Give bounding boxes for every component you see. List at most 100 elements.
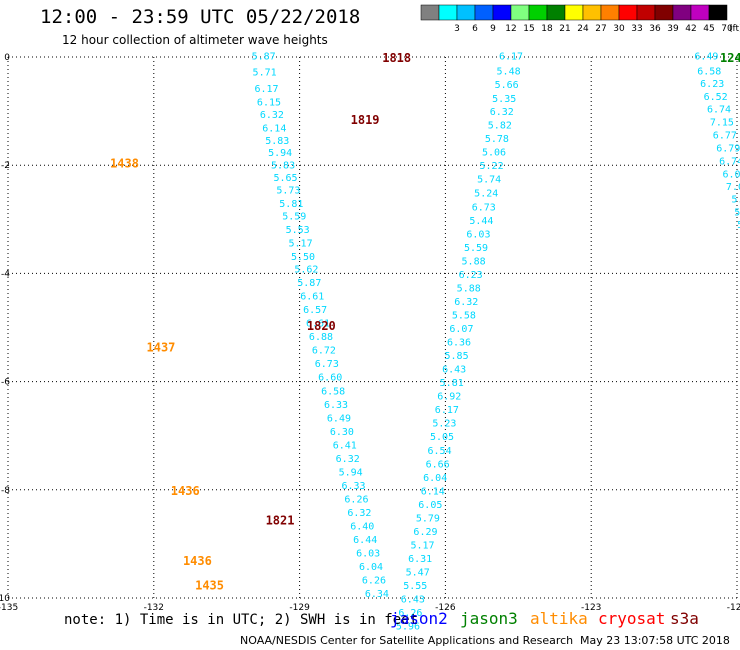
legend-label: 15 (523, 24, 534, 34)
chart-title: 12:00 - 23:59 UTC 05/22/2018 (40, 6, 361, 28)
wave-height-point: 6.04 (359, 562, 383, 573)
satellite-label-altika: altika (530, 609, 588, 628)
wave-height-point: 5.22 (480, 161, 504, 172)
pass-time-label: 124 (720, 51, 740, 65)
wave-height-point: 5.82 (488, 121, 512, 132)
wave-height-point: 6.43 (401, 595, 425, 606)
axis-ticks: -135 -132 -129 -126 -123 -120 0 -2 -4 -6 -8 -10 (0, 53, 740, 613)
wave-height-point: 5.78 (485, 134, 509, 145)
x-tick-label: -132 (144, 603, 164, 613)
wave-height-point: 5.8 (731, 195, 740, 206)
wave-height-point: 5.17 (411, 540, 435, 551)
legend-swatch (582, 4, 602, 21)
wave-height-point: 6.88 (309, 332, 333, 343)
wave-height-point: 5.85 (445, 351, 469, 362)
satellite-label-jason2: jason2 (390, 609, 448, 628)
wave-height-point: 6.61 (300, 292, 324, 303)
wave-height-point: 5.48 (497, 67, 521, 78)
wave-height-point: 7.08 (726, 182, 740, 193)
legend-swatch (492, 4, 512, 21)
wave-height-point: 6.32 (454, 297, 478, 308)
legend-swatch (528, 4, 548, 21)
wave-height-point: 5.58 (452, 311, 476, 322)
wave-height-point: 6.26 (362, 576, 386, 587)
wave-height-point: 5.05 (430, 432, 454, 443)
x-tick-label: -126 (435, 603, 456, 613)
footer-timestamp: May 23 13:07:58 UTC 2018 (580, 634, 730, 647)
pass-time-label: 1821 (266, 514, 295, 528)
wave-height-point: 5.94 (268, 148, 292, 159)
pass-time-label: 1436 (183, 554, 212, 568)
wave-height-point: 5.44 (469, 216, 493, 227)
pass-time-label: 1820 (307, 319, 336, 333)
chart-subtitle: 12 hour collection of altimeter wave hei… (62, 33, 328, 47)
satellite-label-jason3: jason3 (460, 609, 518, 628)
wave-height-point: 5.73 (276, 186, 300, 197)
legend-swatch (510, 4, 530, 21)
wave-height-point: 5.79 (416, 513, 440, 524)
legend-swatch (438, 4, 458, 21)
wave-height-point: 6.31 (408, 554, 432, 565)
legend-label: 18 (541, 24, 553, 34)
wave-height-point: 5.96 (396, 622, 420, 633)
legend-label: 70 (721, 24, 733, 34)
wave-height-point: 5.88 (457, 283, 481, 294)
legend-label: 33 (631, 24, 642, 34)
legend-swatch (636, 4, 656, 21)
wave-height-point: 6.52 (704, 92, 728, 103)
wave-height-point: 5.87 (252, 51, 276, 62)
legend-swatch (564, 4, 584, 21)
legend-swatch (708, 4, 728, 21)
wave-height-point: 6.73 (315, 359, 339, 370)
wave-height-point: 6.43 (442, 365, 466, 376)
legend-swatch (690, 4, 710, 21)
wave-height-point: 6.03 (356, 549, 380, 560)
wave-height-point: 6.77 (713, 130, 737, 141)
legend-label: 27 (595, 24, 606, 34)
wave-height-point: 6.49 (327, 413, 351, 424)
wave-height-point: 6.61 (306, 319, 330, 330)
wave-height-point: 5.0 (734, 208, 740, 219)
pass-time-label: 1436 (171, 484, 200, 498)
legend-label: 39 (667, 24, 679, 34)
wave-height-point: 6.40 (350, 522, 374, 533)
wave-height-point: 5.23 (432, 419, 456, 430)
wave-height-point: 6.60 (318, 373, 342, 384)
wave-height-point: 6.15 (257, 97, 281, 108)
wave-height-point: 5.06 (482, 148, 506, 159)
y-tick-label: 0 (4, 53, 10, 63)
satellite-label-s3a: s3a (670, 609, 699, 628)
wave-height-point: 6.58 (321, 386, 345, 397)
wave-height-point: 6.32 (490, 107, 514, 118)
wave-height-point: 5.17 (289, 239, 313, 250)
satellite-label-cryosat: cryosat (598, 609, 666, 628)
wave-height-point: 6.30 (330, 427, 354, 438)
legend-swatch (474, 4, 494, 21)
y-tick-label: -8 (1, 486, 10, 496)
legend-label: 42 (685, 24, 696, 34)
wave-height-point: 6.03 (466, 229, 490, 240)
wave-height-point: 6.26 (398, 608, 422, 619)
wave-height-point: 6.32 (347, 508, 371, 519)
wave-height-point: 5.83 (265, 136, 289, 147)
x-tick-label: -129 (289, 603, 310, 613)
legend-label: 21 (559, 24, 570, 34)
wave-height-point: 6.57 (303, 305, 327, 316)
wave-height-point: 6.07 (723, 169, 740, 180)
chart-grid (7, 56, 738, 599)
wave-height-point: 5.65 (273, 173, 297, 184)
y-tick-label: -2 (1, 161, 10, 171)
legend-label: 45 (703, 24, 714, 34)
wave-height-point: 6.34 (365, 589, 389, 600)
wave-height-point: 5.87 (297, 278, 321, 289)
wave-height-point: 6.32 (336, 454, 360, 465)
y-tick-label: -6 (1, 378, 10, 388)
wave-height-point: 6.04 (423, 473, 447, 484)
wave-height-point: 6.32 (260, 110, 284, 121)
legend-label: 24 (577, 24, 589, 34)
wave-height-point: 6.33 (324, 400, 348, 411)
wave-height-point: 6.92 (437, 392, 461, 403)
wave-height-point: 5.53 (286, 225, 310, 236)
